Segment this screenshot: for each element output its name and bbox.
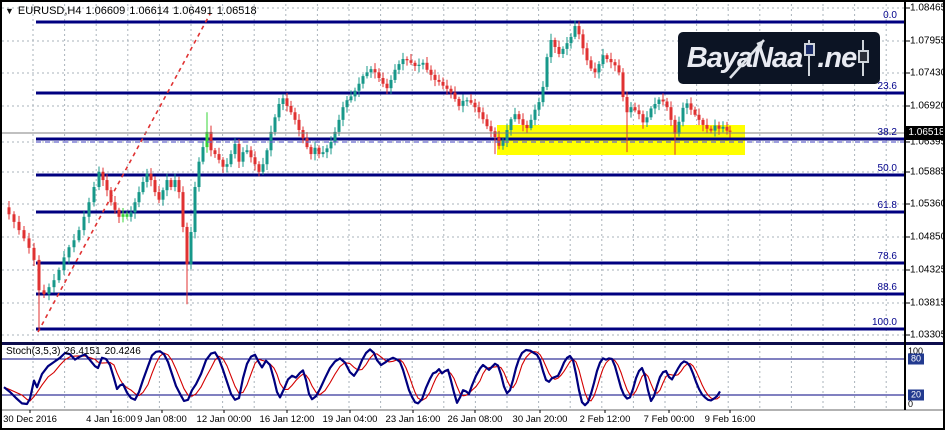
- time-axis-label: 9 Feb 16:00: [704, 414, 756, 425]
- close-value: 1.06518: [216, 5, 257, 17]
- price-axis-label: 1.05885: [910, 166, 945, 178]
- time-axis-label: 23 Jan 16:00: [385, 414, 441, 425]
- high-value: 1.06614: [129, 5, 170, 17]
- time-axis-label: 9 Jan 08:00: [137, 414, 187, 425]
- ohlc-header: ▼ EURUSD,H4 1.06609 1.06614 1.06491 1.06518: [5, 5, 261, 17]
- fib-level-label-100.0: 100.0: [871, 317, 897, 328]
- time-axis-label: 30 Jan 20:00: [512, 414, 568, 425]
- time-axis-label: 26 Jan 08:00: [447, 414, 503, 425]
- fib-level-label-0.0: 0.0: [883, 10, 897, 21]
- stoch-scale-100: 100: [908, 346, 924, 356]
- brand-logo: BayaNaa .ne: [678, 32, 880, 84]
- stochastic-name: Stoch(3,5,3): [6, 346, 61, 357]
- time-axis-label: 12 Jan 00:00: [196, 414, 252, 425]
- price-axis-label: 1.08465: [910, 2, 945, 14]
- stoch-scale-20: 20: [908, 389, 925, 401]
- time-axis-label: 30 Dec 2016: [3, 414, 57, 425]
- brand-text-1: BayaNaa: [686, 41, 804, 74]
- price-axis-label: 1.07955: [910, 35, 945, 47]
- stochastic-indicator-label: Stoch(3,5,3) 26.4151 20.4246: [6, 346, 145, 357]
- price-axis-label: 1.04325: [910, 264, 945, 276]
- brand-text-2: .ne: [817, 41, 857, 74]
- stochastic-d-value: 20.4246: [104, 346, 141, 357]
- fib-level-label-38.2: 38.2: [877, 127, 897, 138]
- price-axis-label: 1.03815: [910, 297, 945, 309]
- time-axis-label: 19 Jan 04:00: [322, 414, 378, 425]
- current-price-badge: 1.06518: [906, 126, 943, 140]
- time-axis-label: 2 Feb 12:00: [579, 414, 631, 425]
- price-axis-label: 1.04850: [910, 231, 945, 243]
- fib-level-label-61.8: 61.8: [877, 200, 897, 211]
- symbol-timeframe-label: EURUSD,H4: [17, 5, 82, 17]
- stoch-scale-0: 0: [908, 399, 914, 409]
- price-axis-label: 1.05360: [910, 198, 945, 210]
- price-axis-label: 1.07430: [910, 67, 945, 79]
- fib-level-label-88.6: 88.6: [877, 282, 897, 293]
- arrow-up-icon: [729, 39, 765, 79]
- candles: [7, 20, 732, 331]
- fib-level-label-50.0: 50.0: [877, 163, 897, 174]
- stochastic-k-value: 26.4151: [64, 346, 101, 357]
- price-axis-label: 1.06395: [910, 136, 945, 148]
- time-axis-label: 16 Jan 12:00: [259, 414, 315, 425]
- time-axis-label: 4 Jan 16:00: [86, 414, 136, 425]
- stoch-main-line: [3, 348, 721, 407]
- stoch-signal-line: [3, 351, 721, 402]
- stoch-scale-80: 80: [908, 353, 925, 365]
- price-axis-label: 1.06920: [910, 100, 945, 112]
- price-axis-label: 1.03305: [910, 329, 945, 341]
- low-value: 1.06491: [173, 5, 213, 17]
- time-axis-label: 7 Feb 00:00: [643, 414, 695, 425]
- panel-separator[interactable]: [2, 342, 945, 345]
- symbol-dropdown-icon[interactable]: ▼: [5, 6, 14, 16]
- fib-level-label-78.6: 78.6: [877, 251, 897, 262]
- candlestick-icon: [858, 40, 870, 76]
- candlestick-icon: [804, 40, 816, 76]
- open-value: 1.06609: [85, 5, 126, 17]
- fib-level-label-23.6: 23.6: [877, 81, 897, 92]
